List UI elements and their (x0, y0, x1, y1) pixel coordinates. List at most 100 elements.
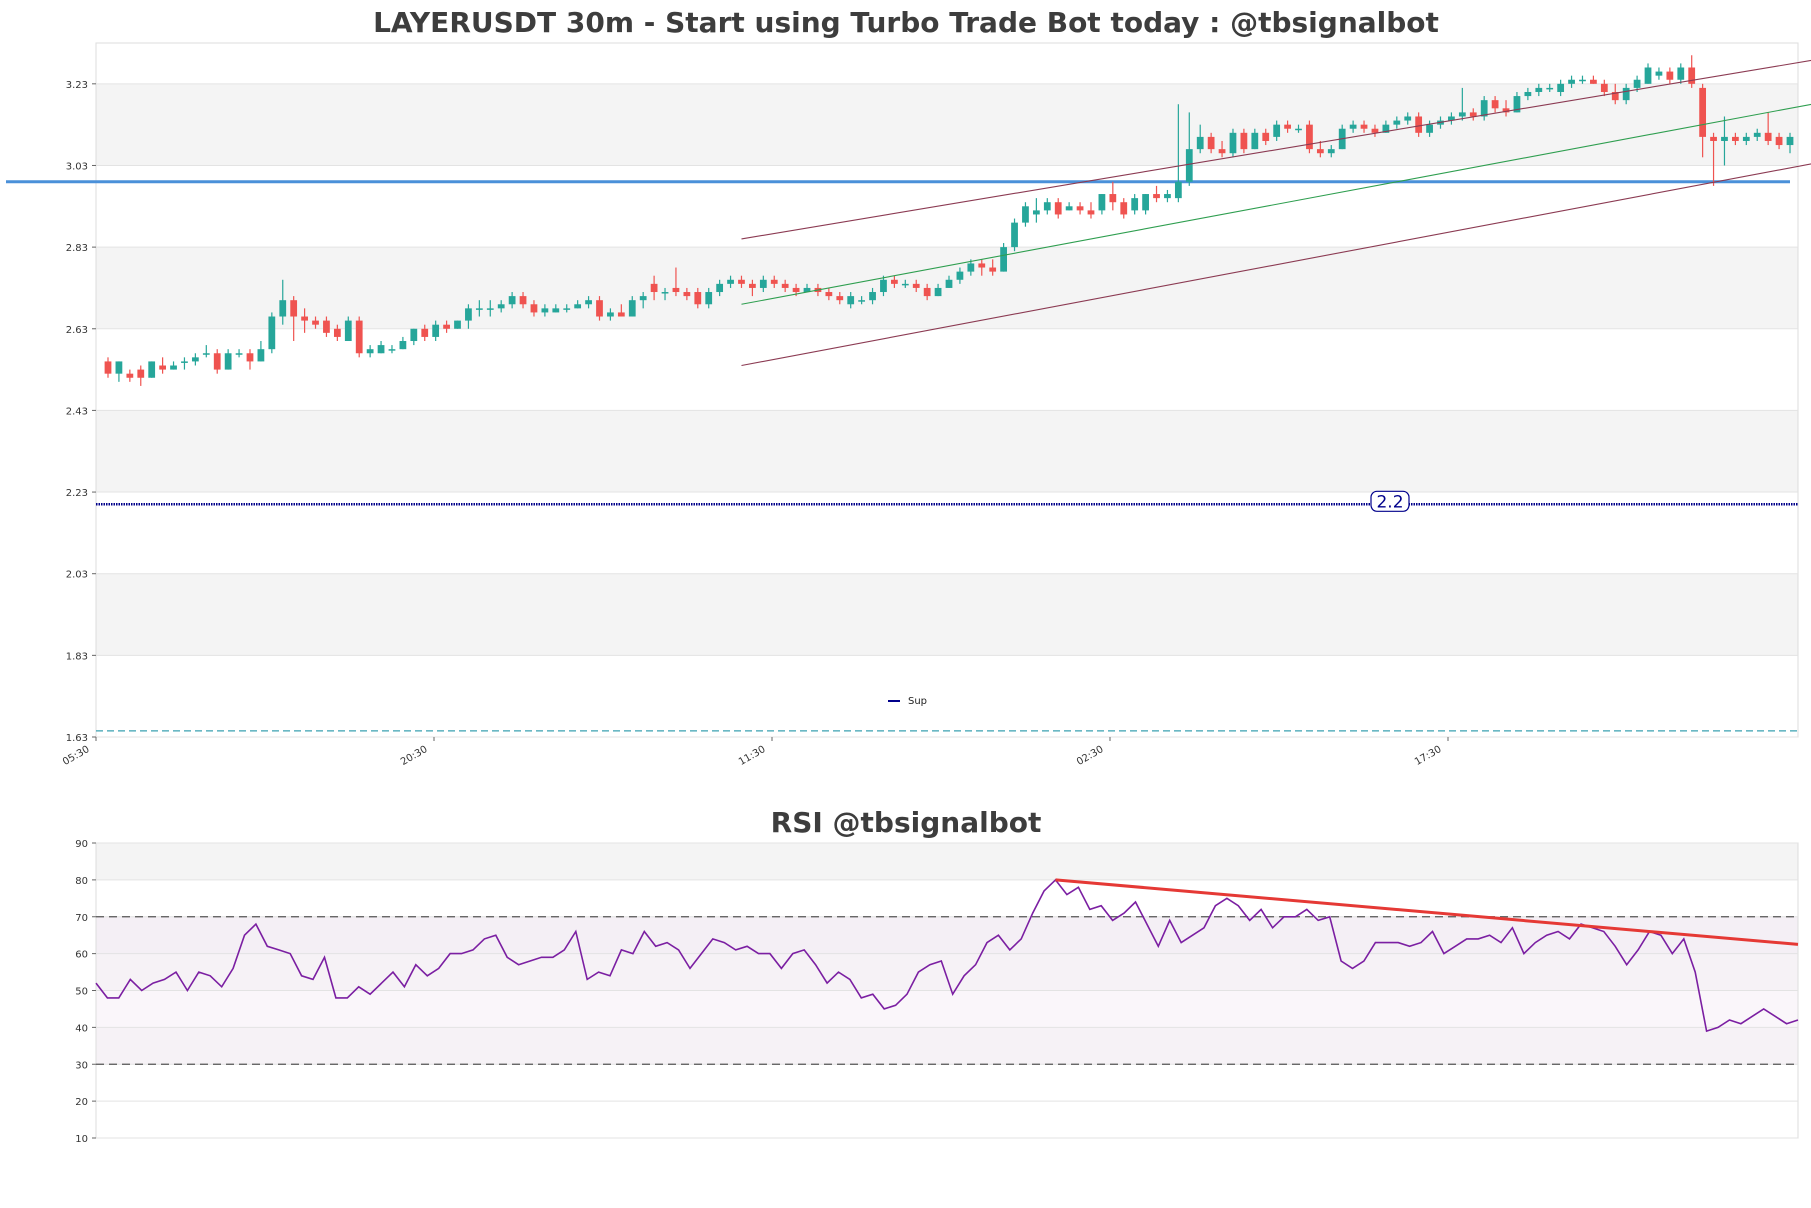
rsi-ytick-label-0: 90 (75, 839, 88, 850)
candle-body-11 (224, 353, 232, 370)
price-xtick-label-3: 02:30 (1075, 744, 1105, 768)
candle-body-27 (399, 341, 407, 350)
candle-body-46 (607, 312, 614, 317)
candle-body-25 (377, 345, 385, 354)
candle-body-7 (181, 361, 188, 363)
candle-body-53 (683, 292, 691, 297)
candle-body-98 (1174, 181, 1182, 199)
candle-body-12 (235, 353, 243, 355)
price-ytick-label-7: 1.83 (66, 651, 88, 662)
candle-body-70 (869, 292, 876, 301)
candle-body-58 (738, 279, 745, 284)
candle-body-107 (1273, 124, 1281, 137)
candle-body-147 (1710, 136, 1717, 141)
candle-body-63 (792, 287, 800, 293)
candle-body-104 (1240, 132, 1248, 150)
candle-body-0 (104, 361, 112, 374)
candle-body-102 (1218, 149, 1226, 154)
candle-body-60 (759, 279, 767, 288)
rsi-line (95, 878, 1799, 1033)
candle-body-5 (159, 365, 166, 370)
rsi-ytick-label-5: 40 (75, 1023, 88, 1034)
candle-body-82 (1000, 247, 1007, 272)
price-band-1 (96, 573, 1798, 656)
candle-body-146 (1699, 87, 1707, 137)
candle-body-20 (323, 320, 330, 333)
legend-label-sup: Sup (908, 696, 927, 707)
rsi-panel: RSI @tbsignalbot 90 80 70 60 50 40 30 20 10 (75, 806, 1799, 1145)
price-x-axis: 05:30 20:30 11:30 02:30 17:30 (61, 737, 1449, 768)
candle-body-56 (716, 283, 724, 293)
candle-body-54 (694, 292, 702, 305)
price-indicator-lines (6, 180, 1798, 732)
candle-body-93 (1120, 202, 1128, 215)
candle-body-84 (1022, 206, 1029, 223)
candle-body-68 (847, 296, 855, 305)
candle-body-39 (530, 304, 538, 313)
candle-body-66 (825, 292, 833, 297)
candle-body-101 (1207, 136, 1215, 150)
candle-body-18 (301, 316, 308, 321)
candle-body-78 (956, 271, 964, 280)
candle-body-6 (170, 365, 177, 370)
candle-body-132 (1546, 87, 1554, 90)
candle-body-125 (1469, 112, 1477, 117)
price-chart-title: LAYERUSDT 30m - Start using Turbo Trade … (373, 6, 1439, 39)
candle-body-55 (705, 292, 713, 305)
candle-body-36 (497, 304, 505, 309)
price-background-bands (96, 83, 1798, 656)
candle-body-64 (803, 287, 811, 293)
candle-body-61 (770, 279, 778, 284)
candle-body-123 (1448, 116, 1455, 121)
candle-body-50 (650, 283, 658, 293)
candle-body-23 (355, 320, 363, 354)
candle-body-51 (661, 292, 669, 294)
candle-body-96 (1153, 194, 1160, 199)
candle-body-77 (945, 279, 953, 288)
candle-body-97 (1164, 194, 1171, 199)
rsi-ytick-label-4: 50 (75, 987, 88, 998)
price-xtick-label-2: 11:30 (737, 744, 767, 768)
candle-body-41 (552, 308, 560, 313)
candle-body-72 (891, 279, 898, 284)
rsi-band-0 (96, 843, 1798, 880)
candle-body-128 (1502, 108, 1510, 113)
candle-body-43 (574, 304, 582, 309)
candle-body-114 (1349, 124, 1357, 129)
support-label-box (1370, 490, 1410, 512)
candle-body-4 (148, 361, 156, 378)
candle-body-144 (1677, 67, 1685, 80)
candle-body-119 (1404, 116, 1412, 121)
candles (104, 55, 1794, 386)
candle-body-140 (1633, 79, 1641, 88)
rsi-ytick-label-7: 20 (75, 1097, 88, 1108)
candle-body-49 (639, 296, 647, 301)
candle-body-80 (978, 263, 986, 268)
candle-body-38 (519, 296, 527, 305)
candle-body-148 (1721, 136, 1728, 141)
candle-body-26 (388, 349, 396, 351)
candle-body-22 (344, 320, 352, 342)
candle-body-112 (1327, 149, 1335, 154)
candle-body-40 (541, 308, 549, 313)
candle-body-86 (1043, 202, 1051, 211)
candle-body-116 (1371, 128, 1379, 133)
candle-body-24 (366, 349, 374, 354)
candle-body-62 (781, 283, 789, 288)
candle-body-141 (1644, 67, 1652, 84)
candle-body-117 (1382, 124, 1390, 133)
candle-body-79 (967, 263, 975, 272)
price-ytick-label-0: 3.23 (66, 80, 88, 91)
candle-body-136 (1590, 79, 1597, 84)
candle-body-145 (1688, 67, 1696, 84)
price-y-axis: 3.23 3.03 2.83 2.63 2.43 2.23 2.03 1.83 1.63 (66, 80, 96, 744)
candle-body-133 (1557, 83, 1565, 92)
candle-body-69 (858, 300, 866, 302)
candle-body-75 (923, 287, 931, 297)
channel-upper-line (741, 59, 1811, 240)
candle-body-21 (333, 328, 341, 337)
candle-body-45 (596, 300, 603, 317)
price-grid (96, 83, 1798, 738)
candle-body-32 (454, 320, 461, 329)
candle-body-35 (486, 308, 494, 310)
